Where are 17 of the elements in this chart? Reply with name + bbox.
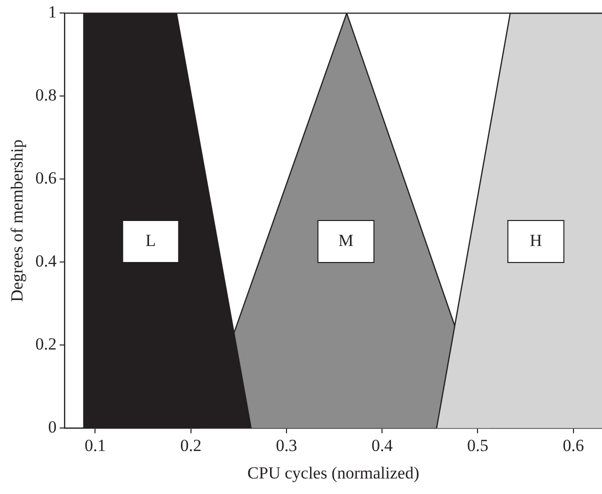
x-tick-label: 0.3 (276, 436, 298, 455)
y-tick-label: 0.2 (35, 334, 57, 354)
series-label: H (530, 230, 542, 250)
series-label: L (145, 230, 156, 250)
y-tick-label: 0.6 (35, 168, 57, 188)
y-axis-title: Degrees of membership (8, 140, 27, 302)
y-tick-label: 0.8 (35, 86, 57, 105)
y-tick-label: 0.4 (35, 252, 58, 271)
x-tick-label: 0.6 (562, 436, 584, 455)
x-tick-label: 0.2 (180, 436, 202, 455)
x-axis-title: CPU cycles (normalized) (247, 463, 420, 482)
y-tick-label: 0 (48, 418, 57, 437)
y-tick-label: 1 (48, 2, 57, 22)
x-tick-label: 0.5 (467, 436, 488, 455)
series-label: M (338, 230, 354, 250)
x-tick-label: 0.4 (371, 436, 394, 455)
x-tick-label: 0.1 (84, 436, 106, 455)
